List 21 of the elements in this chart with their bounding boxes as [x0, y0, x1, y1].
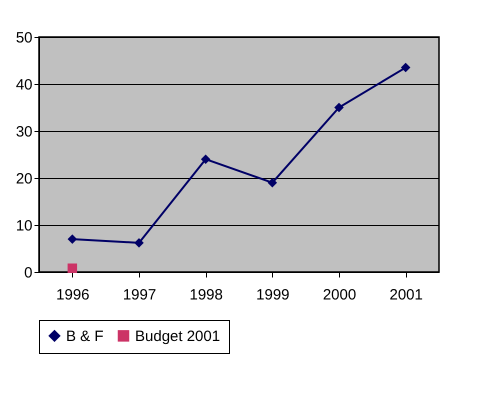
- point: [68, 263, 78, 273]
- y-tick-label: 50: [16, 30, 32, 46]
- y-tick-label: 20: [16, 170, 32, 188]
- x-tick-label: 1999: [256, 286, 290, 304]
- legend-label: Budget 2001: [135, 328, 220, 345]
- x-tick-label: 1997: [122, 286, 156, 304]
- point: [334, 102, 344, 112]
- point: [134, 238, 144, 248]
- legend-label: B & F: [66, 328, 104, 345]
- x-tick-label: 2000: [322, 286, 356, 304]
- x-tick-label: 1996: [56, 286, 90, 304]
- x-tick-label: 2001: [389, 286, 423, 304]
- point: [400, 62, 410, 72]
- y-tick-label: 30: [16, 124, 32, 140]
- y-tick-label: 10: [16, 218, 32, 234]
- point: [268, 178, 278, 188]
- y-tick-label: 40: [16, 76, 32, 94]
- point: [200, 154, 210, 164]
- point: [68, 234, 78, 244]
- y-tick-label: 0: [24, 264, 32, 282]
- x-tick-label: 1998: [189, 286, 223, 304]
